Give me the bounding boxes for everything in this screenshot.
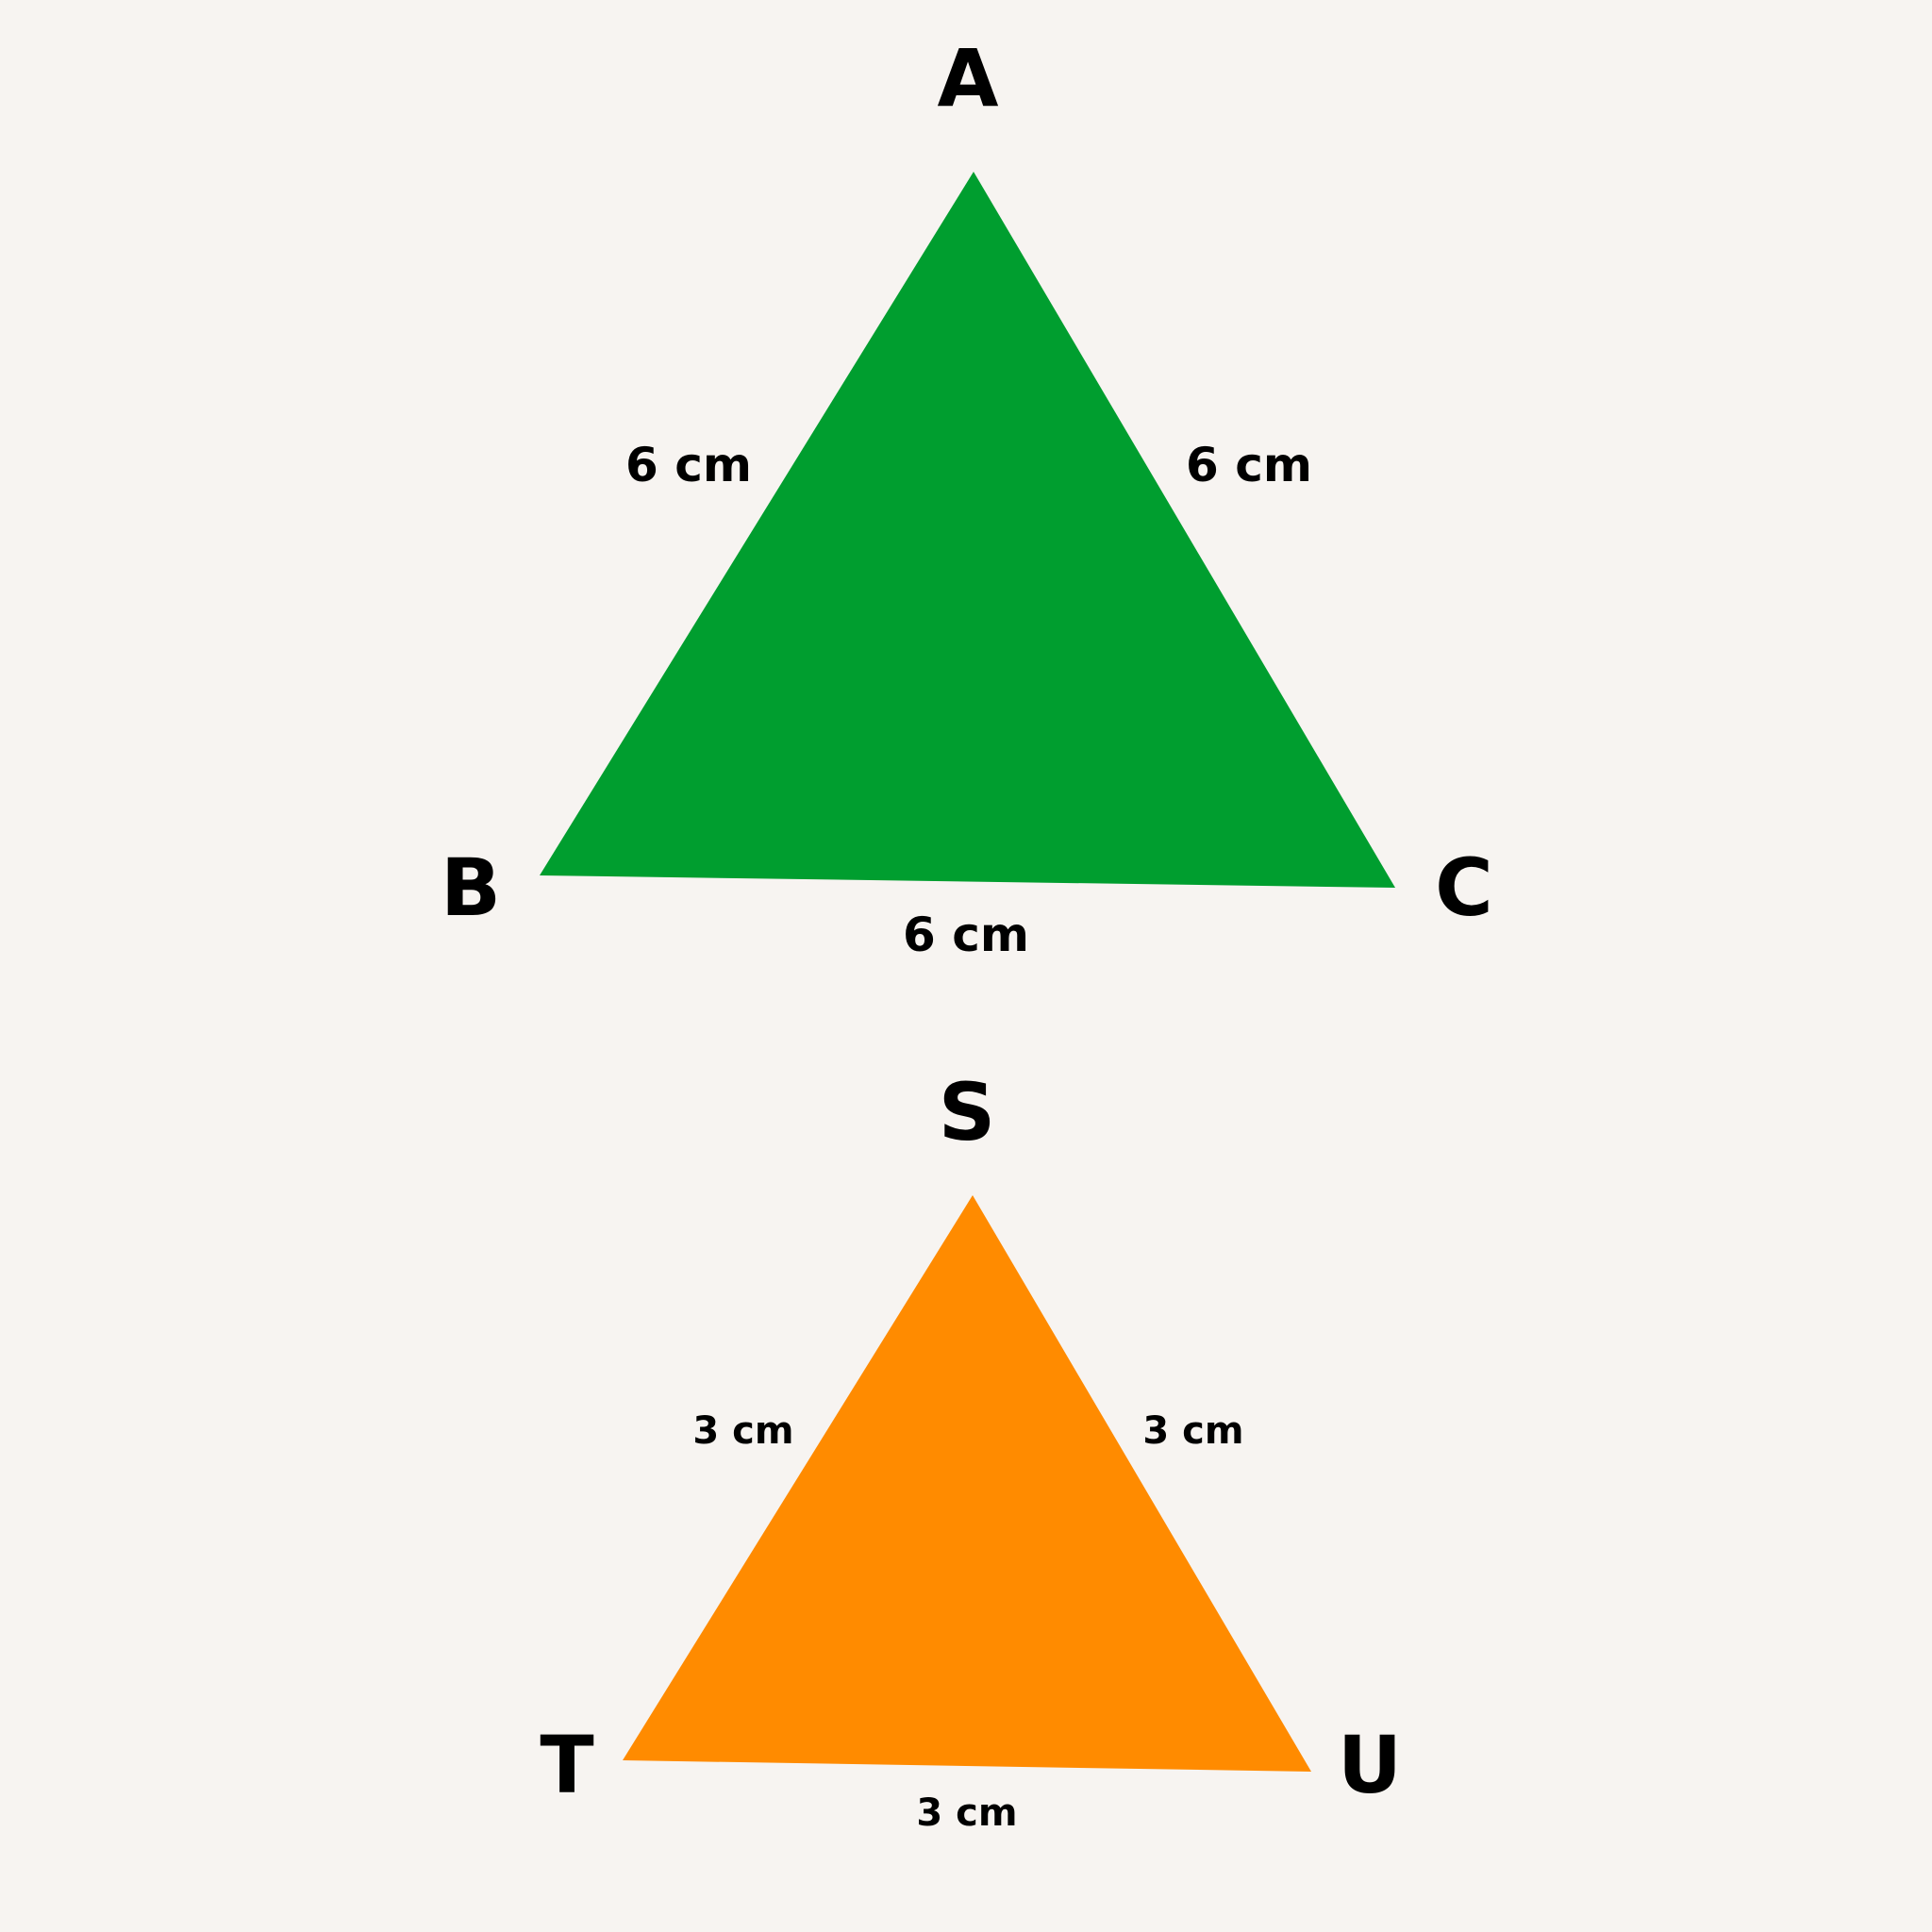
vertex-label-s: S — [939, 1066, 996, 1158]
vertex-label-a: A — [937, 32, 998, 125]
side-label-tu: 3 cm — [916, 1791, 1017, 1835]
large-triangle-group: A B C 6 cm 6 cm 6 cm — [441, 32, 1493, 962]
side-label-st: 3 cm — [692, 1409, 793, 1453]
side-label-su: 3 cm — [1142, 1409, 1243, 1453]
vertex-label-b: B — [441, 841, 501, 934]
vertex-label-u: U — [1338, 1719, 1402, 1811]
vertex-label-c: C — [1435, 841, 1493, 934]
small-triangle-group: S T U 3 cm 3 cm 3 cm — [540, 1066, 1402, 1835]
side-label-bc: 6 cm — [903, 908, 1029, 962]
side-label-ab: 6 cm — [625, 438, 752, 492]
small-triangle-stu — [623, 1195, 1311, 1772]
side-label-ac: 6 cm — [1186, 438, 1312, 492]
vertex-label-t: T — [540, 1719, 593, 1811]
large-triangle-abc — [540, 172, 1395, 888]
